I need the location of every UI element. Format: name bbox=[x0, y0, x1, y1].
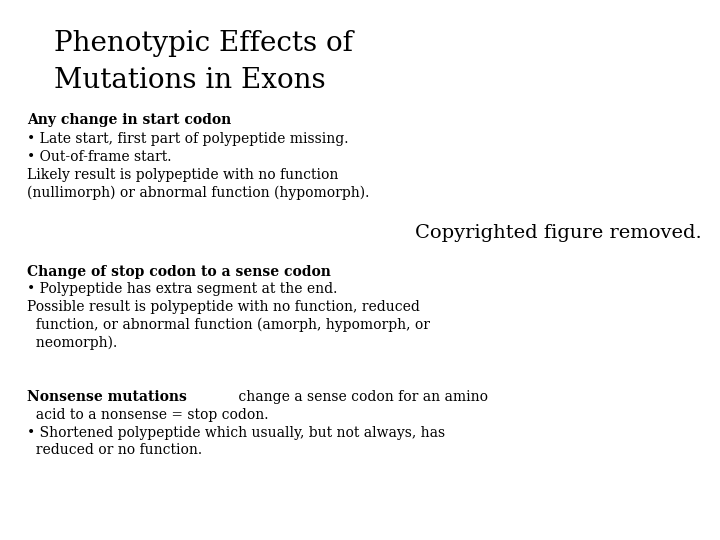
Text: • Late start, first part of polypeptide missing.: • Late start, first part of polypeptide … bbox=[27, 132, 349, 146]
Text: Change of stop codon to a sense codon: Change of stop codon to a sense codon bbox=[27, 265, 331, 279]
Text: • Out-of-frame start.: • Out-of-frame start. bbox=[27, 150, 172, 164]
Text: Copyrighted figure removed.: Copyrighted figure removed. bbox=[415, 224, 702, 242]
Text: (nullimorph) or abnormal function (hypomorph).: (nullimorph) or abnormal function (hypom… bbox=[27, 186, 370, 200]
Text: Nonsense mutations: Nonsense mutations bbox=[27, 390, 187, 404]
Text: reduced or no function.: reduced or no function. bbox=[27, 443, 202, 457]
Text: Likely result is polypeptide with no function: Likely result is polypeptide with no fun… bbox=[27, 168, 338, 182]
Text: neomorph).: neomorph). bbox=[27, 336, 117, 350]
Text: • Shortened polypeptide which usually, but not always, has: • Shortened polypeptide which usually, b… bbox=[27, 426, 446, 440]
Text: change a sense codon for an amino: change a sense codon for an amino bbox=[234, 390, 487, 404]
Text: acid to a nonsense = stop codon.: acid to a nonsense = stop codon. bbox=[27, 408, 269, 422]
Text: function, or abnormal function (amorph, hypomorph, or: function, or abnormal function (amorph, … bbox=[27, 318, 431, 333]
Text: • Polypeptide has extra segment at the end.: • Polypeptide has extra segment at the e… bbox=[27, 282, 338, 296]
Text: Possible result is polypeptide with no function, reduced: Possible result is polypeptide with no f… bbox=[27, 300, 420, 314]
Text: Mutations in Exons: Mutations in Exons bbox=[54, 68, 325, 94]
Text: Any change in start codon: Any change in start codon bbox=[27, 113, 232, 127]
Text: Phenotypic Effects of: Phenotypic Effects of bbox=[54, 30, 353, 57]
